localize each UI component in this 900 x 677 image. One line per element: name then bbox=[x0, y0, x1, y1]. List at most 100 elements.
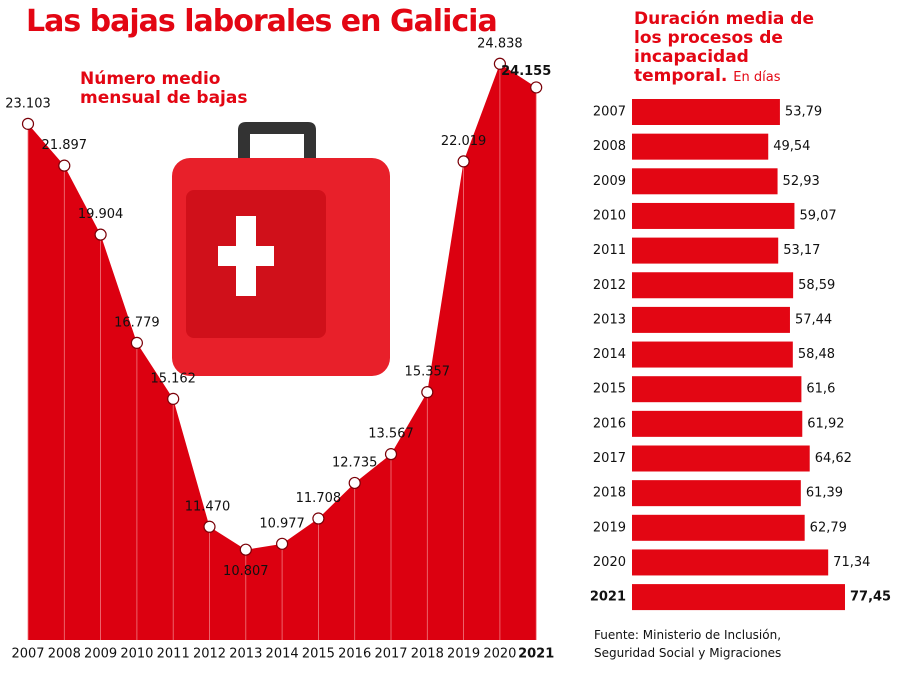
y-tick-label: 2020 bbox=[593, 555, 626, 570]
x-tick-label: 2012 bbox=[193, 647, 226, 662]
x-tick-label: 2008 bbox=[48, 647, 81, 662]
point bbox=[239, 543, 252, 556]
bar bbox=[632, 341, 793, 368]
value-label: 64,62 bbox=[815, 451, 852, 466]
point bbox=[130, 336, 143, 349]
value-label: 24.838 bbox=[477, 36, 523, 51]
point bbox=[203, 520, 216, 533]
value-label: 21.897 bbox=[42, 138, 88, 153]
bar bbox=[632, 376, 802, 403]
value-label: 61,6 bbox=[806, 382, 835, 397]
y-tick-label: 2017 bbox=[593, 451, 626, 466]
point bbox=[457, 155, 470, 168]
value-label: 53,79 bbox=[785, 105, 822, 120]
x-tick-label: 2016 bbox=[338, 647, 371, 662]
y-tick-label: 2019 bbox=[593, 520, 626, 535]
value-label: 11.708 bbox=[296, 491, 342, 506]
value-label: 10.977 bbox=[259, 516, 305, 531]
bar bbox=[632, 549, 829, 576]
value-label: 58,59 bbox=[798, 278, 835, 293]
bar bbox=[632, 133, 769, 160]
bar bbox=[632, 480, 801, 507]
y-tick-label: 2009 bbox=[593, 174, 626, 189]
point bbox=[312, 512, 325, 525]
value-label: 62,79 bbox=[810, 520, 847, 535]
value-label: 71,34 bbox=[833, 555, 870, 570]
value-label: 12.735 bbox=[332, 455, 378, 470]
value-label: 53,17 bbox=[783, 243, 820, 258]
y-tick-label: 2021 bbox=[590, 590, 626, 605]
value-label: 23.103 bbox=[5, 96, 51, 111]
point bbox=[421, 386, 434, 399]
value-label: 57,44 bbox=[795, 312, 832, 327]
y-tick-label: 2010 bbox=[593, 208, 626, 223]
value-label: 77,45 bbox=[850, 590, 891, 605]
value-label: 52,93 bbox=[783, 174, 820, 189]
bar bbox=[632, 584, 845, 611]
value-label: 49,54 bbox=[773, 139, 810, 154]
bar bbox=[632, 99, 780, 125]
x-tick-label: 2009 bbox=[84, 647, 117, 662]
y-tick-label: 2013 bbox=[593, 312, 626, 327]
x-tick-label: 2010 bbox=[120, 647, 153, 662]
point bbox=[384, 448, 398, 461]
bar bbox=[632, 514, 805, 541]
value-label: 24.155 bbox=[501, 64, 551, 79]
x-tick-label: 2017 bbox=[374, 647, 407, 662]
bar-unit: En días bbox=[733, 70, 781, 85]
value-label: 10.807 bbox=[223, 564, 269, 579]
bar-title: Duración media de los procesos de incapa… bbox=[634, 10, 834, 86]
x-tick-label: 2021 bbox=[518, 647, 554, 662]
y-tick-label: 2018 bbox=[593, 486, 626, 501]
point bbox=[58, 159, 71, 172]
y-tick-label: 2011 bbox=[593, 243, 626, 258]
value-label: 11.470 bbox=[185, 499, 231, 514]
y-tick-label: 2015 bbox=[593, 382, 626, 397]
area bbox=[28, 63, 537, 640]
point bbox=[167, 392, 180, 405]
value-label: 59,07 bbox=[799, 208, 836, 223]
main-title: Las bajas laborales en Galicia bbox=[26, 4, 498, 39]
x-tick-label: 2018 bbox=[411, 647, 444, 662]
point bbox=[276, 537, 289, 550]
point bbox=[348, 476, 361, 490]
point bbox=[21, 117, 35, 130]
value-label: 13.567 bbox=[368, 427, 414, 442]
x-tick-label: 2014 bbox=[266, 647, 299, 662]
point bbox=[94, 228, 107, 241]
kit-handle bbox=[238, 122, 316, 160]
y-tick-label: 2008 bbox=[593, 139, 626, 154]
first-aid-kit bbox=[172, 122, 390, 376]
bar bbox=[632, 237, 779, 264]
x-tick-label: 2020 bbox=[483, 647, 516, 662]
x-tick-label: 2015 bbox=[302, 647, 335, 662]
y-tick-label: 2012 bbox=[593, 278, 626, 293]
bar bbox=[632, 306, 790, 333]
value-label: 61,92 bbox=[807, 416, 844, 431]
value-label: 19.904 bbox=[78, 207, 124, 222]
bar bbox=[632, 202, 795, 229]
area-title: Número medio mensual de bajas bbox=[80, 69, 248, 108]
kit-cross bbox=[218, 246, 274, 266]
bar bbox=[632, 445, 810, 472]
value-label: 16.779 bbox=[114, 315, 160, 330]
bar bbox=[632, 168, 778, 195]
x-tick-label: 2011 bbox=[157, 647, 190, 662]
x-tick-label: 2007 bbox=[11, 647, 44, 662]
bar-title-text: Duración media de los procesos de incapa… bbox=[634, 9, 815, 86]
value-label: 22.019 bbox=[441, 134, 487, 149]
y-tick-label: 2016 bbox=[593, 416, 626, 431]
bar bbox=[632, 410, 803, 437]
bar bbox=[632, 272, 794, 299]
value-label: 58,48 bbox=[798, 347, 835, 362]
y-tick-label: 2007 bbox=[593, 105, 626, 120]
x-tick-label: 2013 bbox=[229, 647, 262, 662]
value-label: 15.162 bbox=[150, 371, 196, 386]
value-label: 61,39 bbox=[806, 486, 843, 501]
x-tick-label: 2019 bbox=[447, 647, 480, 662]
y-tick-label: 2014 bbox=[593, 347, 626, 362]
point bbox=[530, 81, 543, 94]
value-label: 15.357 bbox=[405, 365, 451, 380]
